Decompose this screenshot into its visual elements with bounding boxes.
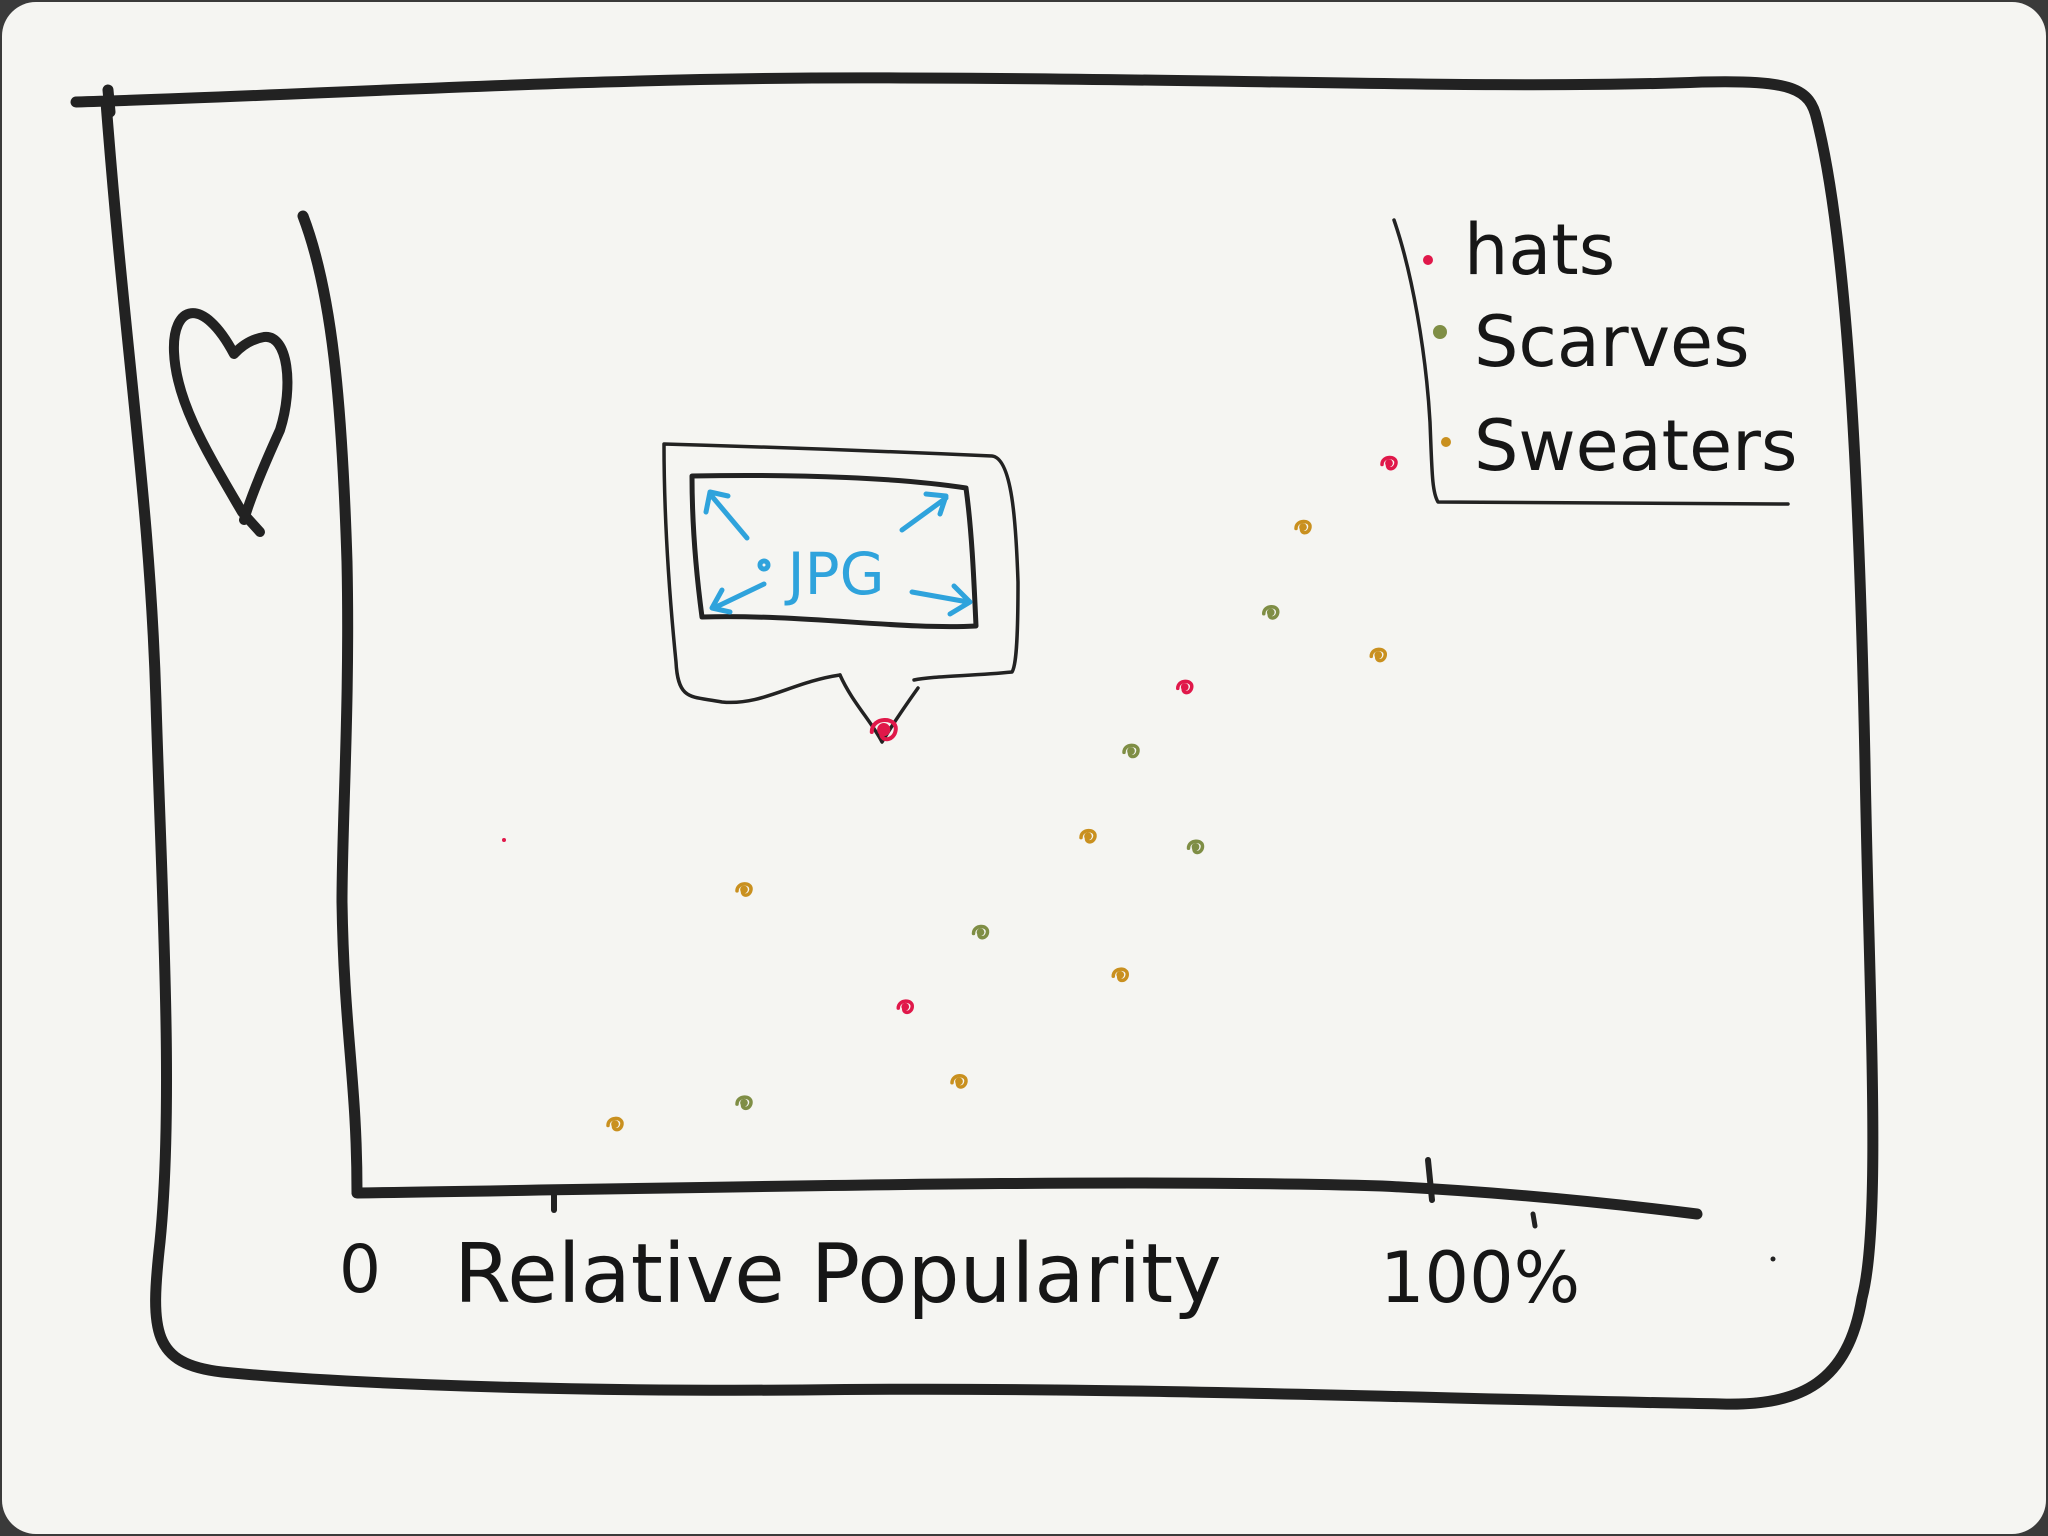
expand-arrows-icon: [703, 489, 973, 617]
legend-swatch-scarves: [1433, 325, 1447, 339]
scatter-points: [606, 455, 1398, 1132]
legend-label-scarves: Scarves: [1474, 301, 1750, 383]
data-point-hats: [1176, 679, 1194, 695]
image-frame: [689, 473, 979, 630]
data-point-hats: [869, 718, 898, 742]
x-axis-max-label: 100%: [1380, 1237, 1580, 1319]
data-point-sweaters: [1111, 967, 1129, 983]
legend-bracket: [1392, 218, 1790, 506]
x-axis-line: [351, 1177, 1703, 1220]
x-axis-title: Relative Popularity: [454, 1227, 1222, 1322]
outer-frame: [70, 72, 1879, 1410]
x-axis-tick-end: [1425, 1157, 1435, 1203]
data-point-sweaters: [606, 1116, 624, 1132]
callout-pointer: [838, 673, 920, 744]
data-point-scarves: [1186, 839, 1205, 855]
callout-bubble: [662, 442, 1020, 705]
x-axis-min-label: 0: [339, 1231, 381, 1308]
legend-swatch-hats: [1423, 255, 1433, 265]
data-point-sweaters: [1294, 519, 1312, 535]
legend-item-scarves: Scarves: [1433, 301, 1750, 383]
y-axis-line: [297, 210, 363, 1198]
image-placeholder-label: JPG: [784, 540, 884, 608]
legend-swatch-sweaters: [1441, 437, 1451, 447]
data-point-scarves: [1122, 743, 1140, 759]
data-point-hats: [1380, 455, 1398, 471]
legend-label-sweaters: Sweaters: [1474, 405, 1797, 487]
data-point-scarves: [1262, 605, 1280, 620]
data-point-scarves: [735, 1095, 753, 1111]
frame-corner-tick: [102, 84, 116, 118]
image-placeholder-callout: JPG: [662, 442, 1020, 744]
legend-item-hats: hats: [1423, 209, 1615, 291]
stray-dot: [502, 838, 506, 842]
stray-dot: [1770, 1256, 1776, 1262]
data-point-sweaters: [1369, 647, 1387, 663]
data-point-hats: [896, 999, 914, 1015]
heart-icon: [168, 308, 293, 537]
data-point-sweaters: [950, 1074, 968, 1089]
legend-item-sweaters: Sweaters: [1441, 405, 1797, 487]
data-point-scarves: [971, 924, 990, 940]
legend: hats Scarves Sweaters: [1423, 209, 1797, 487]
data-point-sweaters: [735, 882, 753, 897]
legend-label-hats: hats: [1464, 209, 1615, 291]
x-axis-tick-mark: [1530, 1211, 1538, 1229]
data-point-sweaters: [1079, 828, 1097, 844]
